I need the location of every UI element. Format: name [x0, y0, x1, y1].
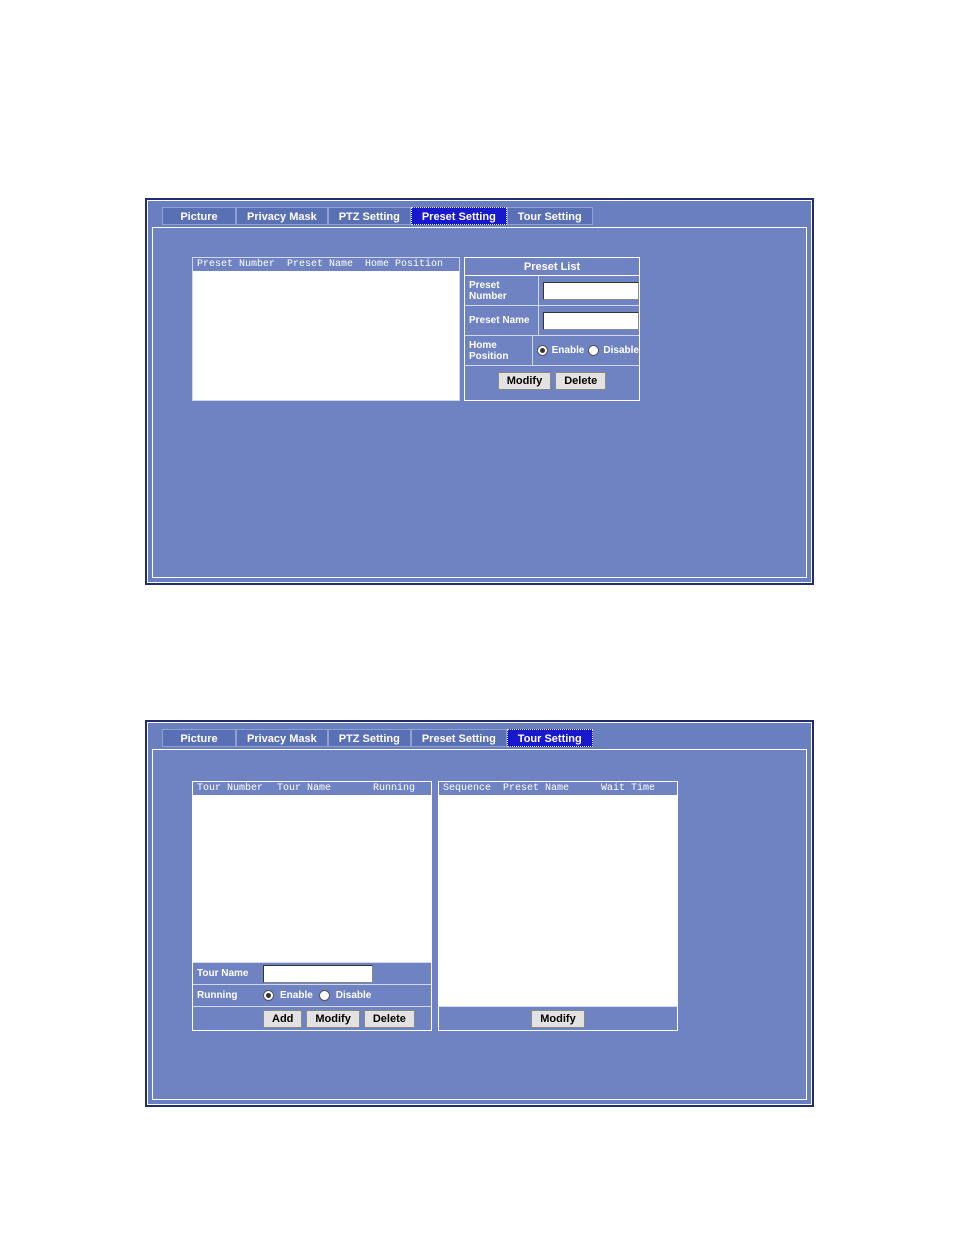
preset-setting-panel: Picture Privacy Mask PTZ Setting Preset …: [145, 198, 814, 585]
tab-bar: Picture Privacy Mask PTZ Setting Preset …: [148, 201, 811, 225]
sequence-table-header: Sequence Preset Name Wait Time: [439, 782, 677, 796]
add-button[interactable]: Add: [263, 1010, 302, 1028]
col-sequence: Sequence: [443, 782, 491, 795]
panel-inner: Picture Privacy Mask PTZ Setting Preset …: [147, 200, 812, 583]
modify-button[interactable]: Modify: [498, 372, 551, 390]
enable-label: Enable: [280, 990, 313, 1001]
tab-privacy-mask[interactable]: Privacy Mask: [236, 729, 328, 747]
modify-button[interactable]: Modify: [306, 1010, 359, 1028]
delete-button[interactable]: Delete: [555, 372, 606, 390]
home-enable-radio[interactable]: [537, 345, 548, 356]
tab-picture[interactable]: Picture: [162, 729, 236, 747]
running-label: Running: [193, 990, 263, 1001]
tour-left-group: Tour Number Tour Name Running Tour Name …: [192, 781, 432, 1031]
running-enable-radio[interactable]: [263, 990, 274, 1001]
col-preset-name: Preset Name: [503, 782, 569, 795]
preset-list-title: Preset List: [465, 258, 639, 276]
preset-number-label: Preset Number: [465, 276, 539, 306]
home-disable-radio[interactable]: [588, 345, 599, 356]
tab-ptz-setting[interactable]: PTZ Setting: [328, 729, 411, 747]
col-preset-number: Preset Number: [197, 258, 275, 271]
tour-table: Tour Number Tour Name Running: [193, 782, 431, 962]
tab-ptz-setting[interactable]: PTZ Setting: [328, 207, 411, 225]
preset-name-label: Preset Name: [465, 306, 539, 336]
col-running: Running: [373, 782, 415, 795]
home-position-label: Home Position: [465, 336, 533, 366]
tab-picture[interactable]: Picture: [162, 207, 236, 225]
col-tour-name: Tour Name: [277, 782, 331, 795]
sequence-table: Sequence Preset Name Wait Time: [439, 782, 677, 1006]
col-tour-number: Tour Number: [197, 782, 263, 795]
col-home-position: Home Position: [365, 258, 443, 271]
tour-table-header: Tour Number Tour Name Running: [193, 782, 431, 796]
right-modify-button[interactable]: Modify: [531, 1010, 584, 1028]
running-disable-radio[interactable]: [319, 990, 330, 1001]
preset-button-row: Modify Delete: [465, 366, 639, 390]
tab-tour-setting[interactable]: Tour Setting: [507, 729, 593, 747]
preset-name-input[interactable]: [543, 312, 639, 330]
col-wait-time: Wait Time: [601, 782, 655, 795]
tour-name-input[interactable]: [263, 965, 373, 983]
panel-inner: Picture Privacy Mask PTZ Setting Preset …: [147, 722, 812, 1105]
enable-label: Enable: [552, 345, 585, 356]
disable-label: Disable: [603, 345, 639, 356]
disable-label: Disable: [336, 990, 372, 1001]
tour-setting-panel: Picture Privacy Mask PTZ Setting Preset …: [145, 720, 814, 1107]
col-preset-name: Preset Name: [287, 258, 353, 271]
tab-preset-setting[interactable]: Preset Setting: [411, 207, 507, 225]
tour-name-label: Tour Name: [193, 968, 263, 979]
tab-preset-setting[interactable]: Preset Setting: [411, 729, 507, 747]
preset-table-header: Preset Number Preset Name Home Position: [193, 258, 459, 272]
tab-tour-setting[interactable]: Tour Setting: [507, 207, 593, 225]
preset-list-form: Preset List Preset Number Preset Name Ho…: [464, 257, 640, 401]
preset-table: Preset Number Preset Name Home Position: [192, 257, 460, 401]
preset-number-input[interactable]: [543, 282, 639, 300]
delete-button[interactable]: Delete: [364, 1010, 415, 1028]
tour-right-group: Sequence Preset Name Wait Time Modify: [438, 781, 678, 1031]
tab-privacy-mask[interactable]: Privacy Mask: [236, 207, 328, 225]
tab-bar: Picture Privacy Mask PTZ Setting Preset …: [148, 723, 811, 747]
